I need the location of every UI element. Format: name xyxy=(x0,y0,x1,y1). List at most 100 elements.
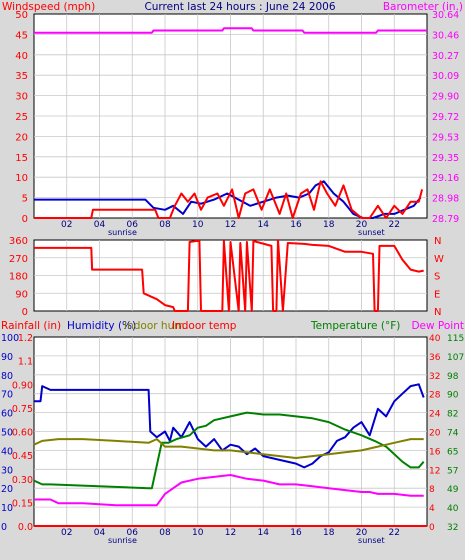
x-tick-label: 06 xyxy=(127,220,139,230)
x-tick-label: 18 xyxy=(323,220,335,230)
x-tick-label: 16 xyxy=(290,220,302,230)
temperature-tick-label: 90 xyxy=(447,391,459,401)
rainfall-tick-label: 0.45 xyxy=(12,451,33,462)
series-humidity--line xyxy=(34,383,425,469)
humidity-tick-label: 90 xyxy=(1,352,13,363)
barometer-tick-label: 29.53 xyxy=(432,132,459,143)
x-tick-label: 12 xyxy=(225,528,236,538)
x-tick-label: 04 xyxy=(94,220,106,230)
humidity-tick-label: 0 xyxy=(1,522,7,533)
windspeed-tick-label: 10 xyxy=(15,173,28,184)
temperature-tick-label: 40 xyxy=(447,504,459,514)
windspeed-tick-label: 45 xyxy=(15,30,28,41)
barometer-tick-label: 30.09 xyxy=(432,71,459,82)
rainfall-tick-label: 0.15 xyxy=(12,498,33,509)
barometer-tick-label: 28.98 xyxy=(432,194,459,205)
series-dew-point-line xyxy=(34,474,424,507)
barometer-axis-label: Barometer (in.) xyxy=(383,1,463,13)
indoor-temp-tick-label: 4 xyxy=(429,504,435,514)
sunrise-label: sunrise xyxy=(108,536,137,545)
x-tick-label: 22 xyxy=(389,528,400,538)
direction-tick-label: 180 xyxy=(9,272,28,283)
indoor-hum-axis-label: Indoor hum xyxy=(124,320,184,332)
barometer-tick-label: 29.16 xyxy=(432,173,459,184)
windspeed-tick-label: 35 xyxy=(15,71,28,82)
humidity-tick-label: 60 xyxy=(1,409,13,420)
humidity-tick-label: 30 xyxy=(1,465,13,476)
dewpoint-axis-label: Dew Point xyxy=(411,320,464,332)
rainfall-tick-label: 0.30 xyxy=(12,475,33,486)
humidity-tick-label: 70 xyxy=(1,390,13,401)
series-indoor-hum-line xyxy=(33,438,424,459)
compass-label: N xyxy=(434,307,441,318)
temperature-tick-label: 49 xyxy=(447,485,459,495)
wind-direction-line xyxy=(34,239,424,312)
x-tick-label: 22 xyxy=(389,220,400,230)
temperature-axis-label: Temperature (°F) xyxy=(310,320,400,332)
humidity-tick-label: 20 xyxy=(1,484,13,495)
indoor-temp-tick-label: 16 xyxy=(429,447,441,457)
windspeed-tick-label: 30 xyxy=(15,92,28,103)
humidity-tick-label: 10 xyxy=(1,503,13,514)
barometer-tick-label: 29.72 xyxy=(432,112,459,123)
direction-tick-label: 360 xyxy=(9,236,28,247)
indoor-temp-tick-label: 24 xyxy=(429,410,441,420)
indoor-temp-axis-label: Indoor temp xyxy=(172,320,237,332)
temperature-tick-label: 57 xyxy=(447,466,458,476)
x-tick-label: 20 xyxy=(356,220,368,230)
temperature-tick-label: 107 xyxy=(447,353,464,363)
x-tick-label: 14 xyxy=(258,528,270,538)
barometer-tick-label: 28.79 xyxy=(432,214,459,225)
temperature-tick-label: 65 xyxy=(447,447,458,457)
x-tick-label: 12 xyxy=(225,220,236,230)
windspeed-tick-label: 15 xyxy=(15,153,28,164)
rainfall-tick-label: 0.90 xyxy=(12,380,33,391)
windspeed-tick-label: 0 xyxy=(22,214,28,225)
sunset-label: sunset xyxy=(358,228,385,237)
humidity-tick-label: 40 xyxy=(1,446,13,457)
x-tick-label: 02 xyxy=(61,220,72,230)
barometer-tick-label: 30.46 xyxy=(432,30,459,41)
indoor-temp-tick-label: 28 xyxy=(429,391,441,401)
indoor-temp-tick-label: 12 xyxy=(429,466,440,476)
direction-tick-label: 270 xyxy=(9,254,28,265)
direction-tick-label: 90 xyxy=(15,289,28,300)
indoor-temp-tick-label: 0 xyxy=(429,523,435,533)
temperature-tick-label: 32 xyxy=(447,523,458,533)
compass-label: W xyxy=(434,254,444,265)
x-tick-label: 20 xyxy=(356,528,368,538)
indoor-temp-tick-label: 40 xyxy=(429,334,441,344)
windspeed-tick-label: 5 xyxy=(22,194,28,205)
series-temperature-f--line xyxy=(33,411,425,490)
temperature-tick-label: 115 xyxy=(447,334,464,344)
windspeed-tick-label: 40 xyxy=(15,51,28,62)
rainfall-tick-label: 0.0 xyxy=(18,522,33,533)
windspeed-axis-label: Windspeed (mph) xyxy=(2,1,95,13)
temperature-tick-label: 82 xyxy=(447,410,458,420)
barometer-tick-label: 30.64 xyxy=(432,10,459,21)
rainfall-tick-label: 1.1 xyxy=(18,357,33,368)
series-windspeed-gust-line xyxy=(34,180,424,219)
x-tick-label: 10 xyxy=(192,220,204,230)
temperature-tick-label: 98 xyxy=(447,372,459,382)
x-tick-label: 10 xyxy=(192,528,204,538)
humidity-tick-label: 100 xyxy=(1,333,19,344)
humidity-tick-label: 80 xyxy=(1,371,13,382)
indoor-temp-tick-label: 32 xyxy=(429,372,440,382)
compass-label: N xyxy=(434,236,441,247)
sunset-label: sunset xyxy=(358,536,385,545)
windspeed-tick-label: 20 xyxy=(15,132,28,143)
indoor-temp-tick-label: 8 xyxy=(429,485,435,495)
direction-tick-label: 0 xyxy=(22,307,28,318)
x-tick-label: 16 xyxy=(290,528,302,538)
rainfall-tick-label: 1.2 xyxy=(18,333,33,344)
x-tick-label: 08 xyxy=(159,528,171,538)
sunrise-label: sunrise xyxy=(108,228,137,237)
x-tick-label: 04 xyxy=(94,528,106,538)
indoor-temp-tick-label: 20 xyxy=(429,429,441,439)
barometer-tick-label: 30.27 xyxy=(432,51,459,62)
x-tick-label: 06 xyxy=(127,528,139,538)
humidity-tick-label: 50 xyxy=(1,428,13,439)
x-tick-label: 14 xyxy=(258,220,270,230)
x-tick-label: 08 xyxy=(159,220,171,230)
